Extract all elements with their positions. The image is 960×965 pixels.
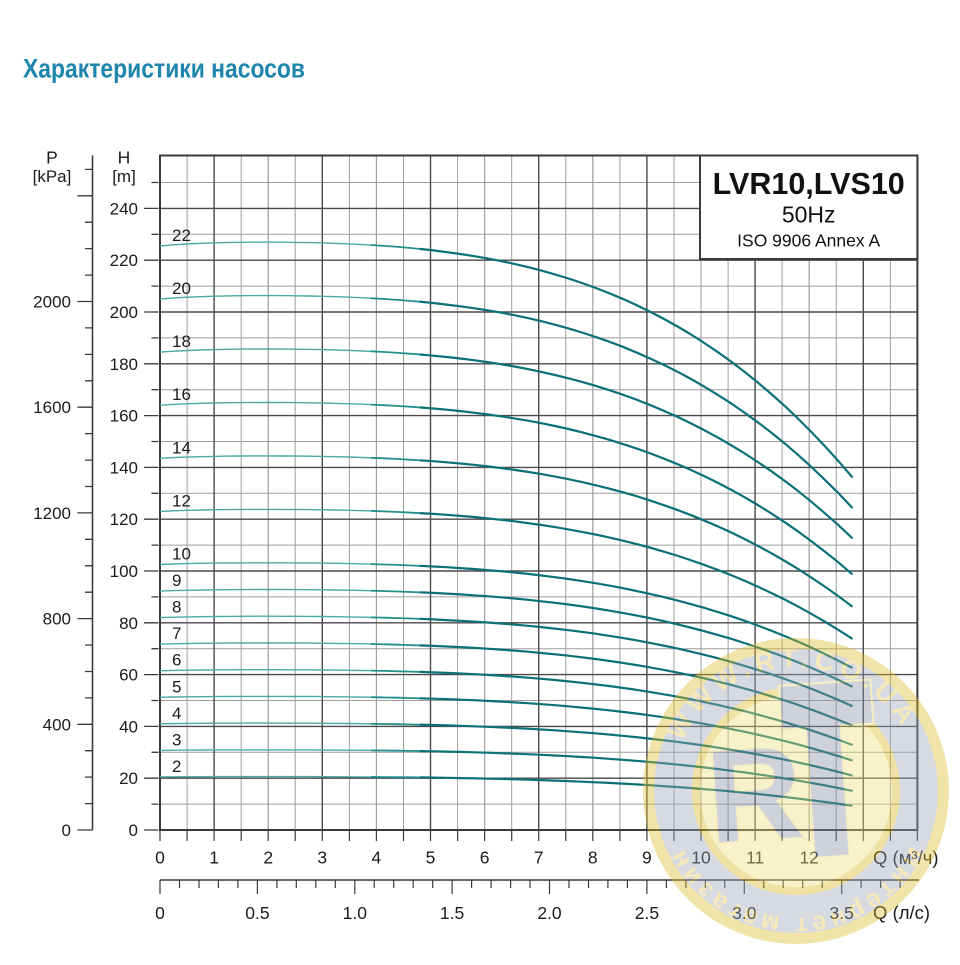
svg-text:800: 800 — [43, 610, 71, 629]
svg-text:18: 18 — [172, 332, 191, 351]
svg-text:0.5: 0.5 — [245, 903, 269, 923]
svg-text:2: 2 — [263, 848, 273, 868]
svg-text:14: 14 — [172, 438, 191, 457]
svg-text:10: 10 — [691, 848, 711, 868]
svg-text:160: 160 — [110, 407, 138, 426]
svg-text:0: 0 — [62, 821, 71, 840]
svg-text:2.5: 2.5 — [635, 903, 659, 923]
svg-text:100: 100 — [110, 562, 138, 581]
svg-text:5: 5 — [426, 848, 436, 868]
svg-text:1600: 1600 — [33, 398, 71, 417]
svg-text:16: 16 — [172, 385, 191, 404]
svg-text:6: 6 — [172, 651, 181, 670]
svg-text:200: 200 — [110, 303, 138, 322]
svg-text:8: 8 — [588, 848, 598, 868]
svg-text:Q (л/с): Q (л/с) — [873, 902, 930, 923]
svg-text:9: 9 — [642, 848, 652, 868]
svg-text:0: 0 — [129, 821, 138, 840]
svg-text:[kPa]: [kPa] — [33, 167, 72, 186]
svg-text:Характеристики насосов: Характеристики насосов — [23, 54, 305, 84]
svg-text:8: 8 — [172, 598, 181, 617]
svg-text:10: 10 — [172, 545, 191, 564]
svg-text:ISO 9906 Annex A: ISO 9906 Annex A — [737, 231, 880, 251]
svg-text:Q (м³/ч): Q (м³/ч) — [873, 847, 939, 868]
svg-text:1.5: 1.5 — [440, 903, 464, 923]
svg-text:1: 1 — [209, 848, 219, 868]
svg-text:LVR10,LVS10: LVR10,LVS10 — [713, 167, 905, 201]
svg-text:3: 3 — [172, 730, 181, 749]
svg-text:R: R — [702, 718, 807, 871]
svg-text:2000: 2000 — [33, 293, 71, 312]
svg-text:7: 7 — [172, 624, 181, 643]
svg-text:0: 0 — [155, 903, 165, 923]
svg-text:3: 3 — [317, 848, 327, 868]
svg-text:6: 6 — [480, 848, 490, 868]
svg-text:4: 4 — [372, 848, 382, 868]
svg-text:50Hz: 50Hz — [782, 202, 836, 228]
svg-text:0: 0 — [155, 848, 165, 868]
svg-text:1200: 1200 — [33, 504, 71, 523]
svg-text:120: 120 — [110, 510, 138, 529]
svg-text:80: 80 — [119, 614, 138, 633]
svg-text:22: 22 — [172, 226, 191, 245]
svg-text:20: 20 — [119, 769, 138, 788]
svg-text:9: 9 — [172, 571, 181, 590]
svg-text:H: H — [118, 148, 131, 168]
svg-text:4: 4 — [172, 704, 181, 723]
svg-text:3.5: 3.5 — [830, 903, 854, 923]
svg-text:2.0: 2.0 — [537, 903, 562, 923]
svg-text:1.0: 1.0 — [343, 903, 368, 923]
svg-text:7: 7 — [534, 848, 544, 868]
svg-text:140: 140 — [110, 458, 138, 477]
svg-text:220: 220 — [110, 251, 138, 270]
svg-text:[m]: [m] — [112, 167, 136, 186]
svg-text:11: 11 — [746, 848, 764, 868]
svg-text:5: 5 — [172, 677, 181, 696]
svg-text:40: 40 — [119, 717, 138, 736]
svg-text:2: 2 — [172, 757, 181, 776]
svg-text:P: P — [46, 148, 58, 168]
svg-text:60: 60 — [119, 666, 138, 685]
svg-text:400: 400 — [43, 715, 71, 734]
svg-text:3.0: 3.0 — [732, 903, 757, 923]
svg-text:180: 180 — [110, 355, 138, 374]
svg-text:12: 12 — [172, 491, 191, 510]
svg-text:20: 20 — [172, 279, 191, 298]
svg-text:240: 240 — [110, 199, 138, 218]
svg-text:12: 12 — [799, 848, 818, 868]
